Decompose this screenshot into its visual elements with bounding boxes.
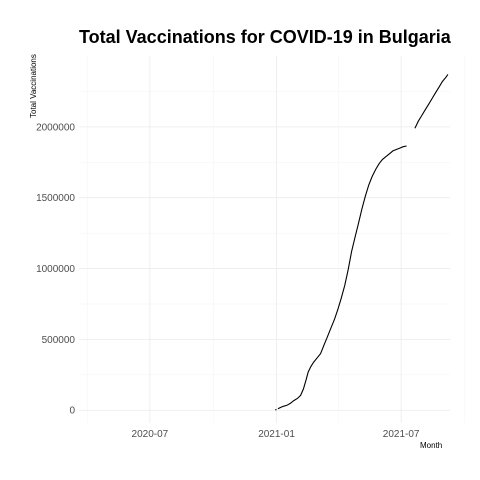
y-tick-label: 2000000 <box>36 122 75 133</box>
series-line-segment <box>275 410 276 411</box>
y-axis-title: Total Vaccinations <box>29 54 38 118</box>
y-tick-label: 1500000 <box>36 193 75 204</box>
series-line-segment <box>415 74 448 128</box>
x-axis-title: Month <box>420 441 442 450</box>
x-axis: 2020-07 2021-01 2021-07 <box>132 429 420 440</box>
y-axis: 0 500000 1000000 1500000 2000000 <box>36 122 75 416</box>
y-tick-label: 1000000 <box>36 264 75 275</box>
y-tick-label: 500000 <box>42 335 76 346</box>
y-tick-label: 0 <box>69 406 75 417</box>
series-line-segment <box>278 146 407 409</box>
x-tick-label: 2021-01 <box>258 429 295 440</box>
grid <box>79 56 464 423</box>
x-tick-label: 2020-07 <box>132 429 169 440</box>
chart-title: Total Vaccinations for COVID-19 in Bulga… <box>79 27 452 47</box>
x-tick-label: 2021-07 <box>383 429 420 440</box>
plot-area <box>275 74 448 410</box>
